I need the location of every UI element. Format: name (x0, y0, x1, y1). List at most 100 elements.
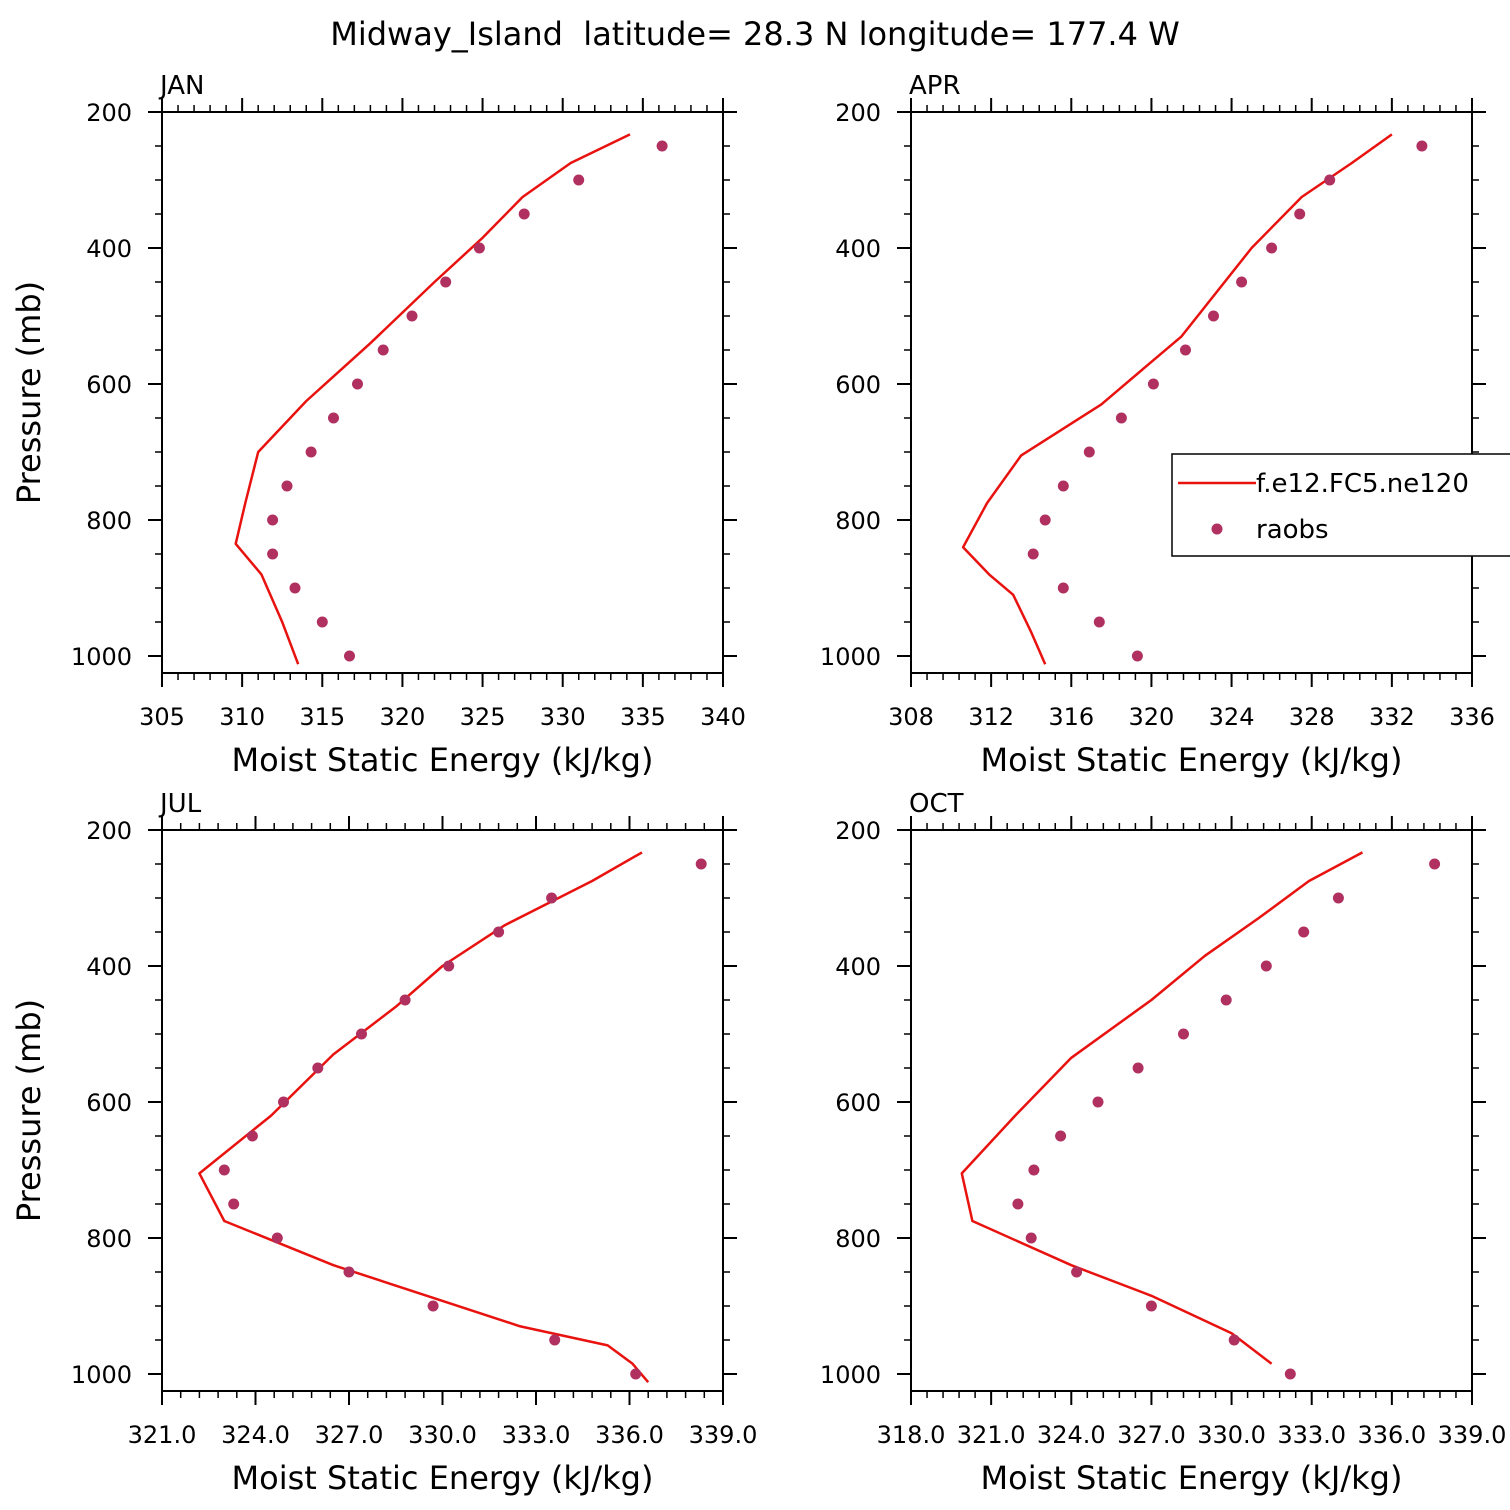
y-tick-label: 400 (86, 953, 132, 981)
x-tick-label: 336.0 (595, 1421, 664, 1449)
obs-point (656, 140, 668, 152)
x-tick-label: 315 (299, 703, 345, 731)
y-axis-label: Pressure (mb) (10, 281, 48, 504)
obs-point (1228, 1334, 1240, 1346)
x-axis-label: Moist Static Energy (kJ/kg) (232, 1459, 654, 1497)
obs-point (1147, 378, 1159, 390)
x-axis-label: Moist Static Energy (kJ/kg) (981, 741, 1403, 779)
obs-point (281, 480, 293, 492)
legend-model-label: f.e12.FC5.ne120 (1256, 469, 1469, 499)
obs-point (377, 344, 389, 356)
x-tick-label: 325 (460, 703, 506, 731)
y-tick-label: 400 (86, 235, 132, 263)
panel-oct: OCT 318.0 321.0 324.0 327.0 330.0 333.0 336.0 33… (820, 789, 1506, 1497)
x-tick-label: 321.0 (128, 1421, 197, 1449)
obs-point (1284, 1368, 1296, 1380)
y-tick-label: 600 (86, 371, 132, 399)
obs-point (493, 926, 505, 938)
obs-point (356, 1028, 367, 1040)
obs-point (1294, 208, 1306, 220)
plot-frame (910, 111, 1473, 674)
x-tick-label: 328 (1289, 703, 1335, 731)
obs-point (1039, 514, 1051, 526)
obs-point (546, 892, 558, 904)
panel-jan: JAN 305 310 315 320 325 330 335 340 200 400 600 800 1… (10, 71, 746, 779)
obs-point (573, 174, 585, 186)
panel-label: APR (909, 71, 961, 101)
obs-point (1012, 1198, 1024, 1210)
legend-box (1171, 453, 1510, 557)
obs-point (305, 446, 317, 458)
obs-point (1027, 548, 1039, 560)
x-tick-label: 320 (1129, 703, 1175, 731)
obs-point (1180, 344, 1191, 356)
obs-point (343, 1266, 355, 1278)
x-tick-label: 308 (888, 703, 934, 731)
y-tick-label: 200 (835, 817, 881, 845)
panel-label: JAN (158, 71, 204, 101)
obs-point (1055, 1130, 1067, 1142)
x-tick-label: 305 (139, 703, 185, 731)
y-axis-label: Pressure (mb) (10, 999, 48, 1222)
panel-label: OCT (909, 789, 964, 819)
obs-point (267, 548, 279, 560)
y-tick-label: 800 (86, 507, 132, 535)
x-tick-label: 320 (380, 703, 426, 731)
obs-point (1093, 616, 1105, 628)
x-tick-label: 340 (700, 703, 746, 731)
obs-point (1083, 446, 1095, 458)
x-tick-label: 330.0 (408, 1421, 477, 1449)
x-tick-label: 321.0 (957, 1421, 1026, 1449)
x-tick-label: 332 (1369, 703, 1415, 731)
y-tick-label: 600 (86, 1089, 132, 1117)
obs-point (1178, 1028, 1189, 1040)
obs-point (1208, 310, 1219, 322)
obs-point (1332, 892, 1344, 904)
model-line (961, 133, 1393, 665)
x-tick-label: 327.0 (1117, 1421, 1186, 1449)
obs-point (1132, 1062, 1144, 1074)
obs-point (1057, 582, 1069, 594)
plot-frame (910, 829, 1473, 1392)
obs-point (443, 960, 455, 972)
y-tick-label: 800 (835, 1225, 881, 1253)
obs-point (549, 1334, 561, 1346)
obs-point (1131, 650, 1143, 662)
obs-point (406, 310, 418, 322)
obs-point (1071, 1266, 1083, 1278)
legend: f.e12.FC5.ne120 raobs (1171, 453, 1510, 557)
y-tick-label: 1000 (820, 1361, 881, 1389)
x-tick-label: 333.0 (502, 1421, 571, 1449)
y-tick-label: 1000 (820, 643, 881, 671)
obs-point (1025, 1232, 1037, 1244)
obs-point (1260, 960, 1272, 972)
legend-obs-swatch (1211, 523, 1223, 535)
obs-point (1092, 1096, 1104, 1108)
obs-point (473, 242, 485, 254)
x-tick-label: 324 (1209, 703, 1255, 731)
y-tick-label: 200 (835, 99, 881, 127)
obs-point (271, 1232, 283, 1244)
obs-point (1298, 926, 1310, 938)
obs-point (440, 276, 452, 288)
obs-point (427, 1300, 439, 1312)
obs-point (344, 650, 355, 662)
x-tick-label: 339.0 (689, 1421, 758, 1449)
obs-point (352, 378, 363, 390)
obs-point (316, 616, 328, 628)
model-line (234, 133, 631, 665)
obs-point (1220, 994, 1232, 1006)
obs-point (289, 582, 301, 594)
x-tick-label: 310 (219, 703, 265, 731)
panel-jul: JUL 321.0 324.0 327.0 330.0 333.0 336.0 339.0 20… (10, 789, 757, 1497)
chart-panels: JAN 305 310 315 320 325 330 335 340 200 400 600 800 1… (10, 71, 1506, 1497)
obs-point (312, 1062, 324, 1074)
obs-point (1028, 1164, 1040, 1176)
x-tick-label: 316 (1048, 703, 1094, 731)
x-axis-label: Moist Static Energy (kJ/kg) (232, 741, 654, 779)
model-line (198, 851, 650, 1384)
y-tick-label: 800 (86, 1225, 132, 1253)
x-tick-label: 312 (968, 703, 1014, 731)
